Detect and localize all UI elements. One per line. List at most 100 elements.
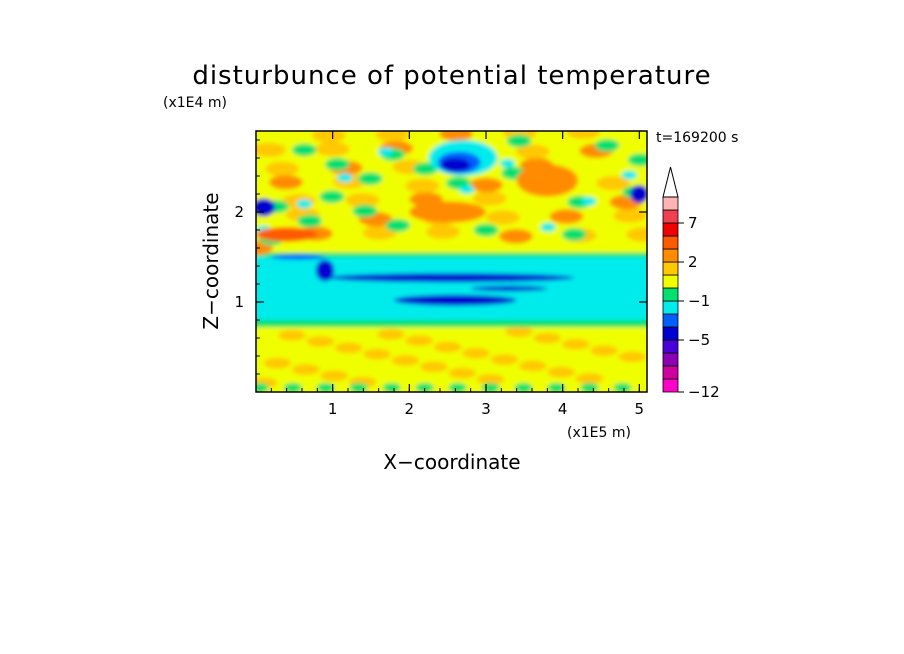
lower-green-patch (316, 383, 335, 392)
upper-warm-patch (311, 131, 346, 143)
colorbar-box (662, 378, 679, 393)
upper-orange-band (409, 201, 486, 223)
upper-warm-patch (256, 142, 286, 158)
lower-green-patch (547, 383, 566, 392)
colorbar-box (662, 261, 679, 276)
lower-warm-patch (490, 354, 519, 365)
lower-warm-patch (433, 341, 462, 353)
upper-warm-patch (426, 224, 460, 239)
upper-cyan-patch (621, 170, 638, 180)
upper-warm-patch (515, 144, 550, 159)
lower-green-patch (448, 383, 467, 392)
y-axis: 12 (234, 139, 647, 375)
y-unit-label: (x1E4 m) (163, 95, 227, 111)
lower-warm-patch (292, 364, 320, 375)
upper-green-patch (506, 134, 532, 148)
lower-warm-patch (405, 335, 434, 347)
colorbar-arrow (662, 166, 679, 198)
left-orange-band (256, 227, 318, 242)
upper-warm-patch (439, 131, 473, 141)
upper-cyan-patch (296, 199, 312, 209)
right-blue-cell (630, 185, 647, 203)
lower-warm-patch (278, 329, 306, 341)
lower-warm-patch (391, 355, 420, 366)
blue-core-left (315, 259, 335, 282)
x-tick-label: 1 (328, 400, 338, 418)
upper-green-patch (325, 158, 350, 171)
colorbar-box (662, 235, 679, 250)
lower-warm-patch (334, 342, 363, 354)
upper-warm-patch (486, 210, 520, 225)
upper-warm-patch (269, 175, 303, 190)
x-tick-label: 4 (558, 400, 568, 418)
lower-warm-patch (618, 351, 647, 363)
colorbar-box (662, 300, 679, 315)
upper-warm-patch (499, 229, 533, 244)
upper-warm-patch (549, 209, 584, 224)
blue-thin-left (271, 254, 325, 260)
upper-cyan-patch (459, 185, 475, 194)
upper-warm-patch (472, 191, 507, 206)
colorbar-box (662, 274, 679, 289)
plot-frame (255, 130, 648, 393)
lower-green-patch (613, 383, 632, 392)
colorbar-labels: 7 2 −1 −5 −12 (678, 214, 720, 401)
lower-warm-patch (505, 326, 533, 338)
colorbar-box (662, 339, 679, 354)
colorbar-box (662, 209, 679, 224)
lower-warm-patch (476, 374, 505, 385)
upper-green-patch (627, 153, 647, 167)
upper-warm-patch (613, 208, 647, 223)
colorbar-label: −5 (688, 331, 710, 349)
mid-cyan-layer (256, 257, 647, 320)
x-tick-label: 2 (405, 400, 415, 418)
lower-warm-patch (575, 373, 604, 384)
upper-green-patch (357, 172, 383, 185)
colorbar-box (662, 365, 679, 380)
upper-warm-patch (566, 131, 601, 140)
colorbar-box (662, 313, 679, 328)
colorbar-box (662, 196, 679, 211)
lower-warm-patch (561, 338, 590, 350)
colorbar (662, 166, 679, 393)
upper-warm-patch (345, 193, 380, 208)
upper-warm-patch (405, 178, 440, 194)
lower-warm-patch (420, 361, 448, 373)
upper-green-patch (297, 214, 322, 228)
upper-orange-cell (516, 164, 578, 197)
upper-warm-patch (375, 131, 410, 142)
upper-green-patch (594, 139, 620, 152)
colorbar-box (662, 352, 679, 367)
x-tick-label: 3 (481, 400, 491, 418)
lower-warm-patch (518, 360, 547, 372)
colorbar-label: 7 (688, 214, 698, 232)
chart-title: disturbunce of potential temperature (192, 61, 711, 91)
colorbar-box (662, 326, 679, 341)
lower-warm-patch (263, 357, 292, 369)
lower-green-patch (514, 383, 533, 392)
upper-warm-patch (315, 141, 350, 157)
x-unit-label: (x1E5 m) (567, 425, 631, 441)
upper-cyan-patch (337, 173, 353, 183)
colorbar-label: −1 (688, 292, 710, 310)
lower-warm-patch (533, 332, 562, 344)
x-axis: 1 2 3 4 5 (270, 131, 644, 418)
upper-blue-core (440, 158, 471, 173)
lower-green-patch (481, 383, 500, 392)
colorbar-label: −12 (688, 383, 720, 401)
x-axis-title: X−coordinate (383, 450, 520, 474)
upper-green-patch (385, 219, 411, 232)
upper-cyan-patch (499, 158, 516, 168)
blue-core-upper (328, 273, 575, 283)
lower-warm-patch (306, 336, 335, 347)
colorbar-box (662, 287, 679, 302)
upper-warm-patch (265, 161, 299, 176)
upper-cyan-patch (581, 196, 597, 206)
y-axis-title: Z−coordinate (199, 192, 223, 329)
lower-green-patch (256, 383, 270, 392)
upper-green-patch (561, 228, 587, 241)
lower-warm-patch (590, 345, 618, 356)
lower-green-patch (580, 383, 599, 392)
colorbar-box (662, 248, 679, 263)
